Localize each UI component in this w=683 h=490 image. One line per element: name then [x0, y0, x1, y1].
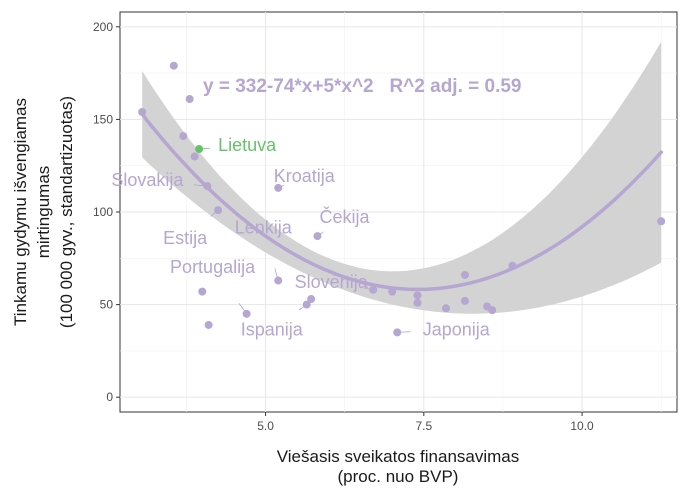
data-point	[413, 291, 422, 300]
fit-equation: y = 332-74*x+5*x^2 R^2 adj. = 0.59	[203, 76, 522, 97]
data-point	[388, 287, 397, 296]
label-leader-line	[238, 303, 247, 315]
y-tick-label: 100	[93, 205, 113, 219]
x-axis-title-line-2: (proc. nuo BVP)	[338, 467, 459, 486]
label-leader-line	[199, 147, 210, 150]
data-point	[460, 270, 469, 279]
data-point	[488, 306, 497, 315]
label-leader-line	[298, 304, 307, 311]
y-tick-label: 0	[106, 390, 113, 404]
point-label: Estija	[163, 228, 208, 248]
point-label: Japonija	[423, 319, 491, 339]
confidence-band	[142, 41, 662, 314]
y-tick-label: 200	[93, 20, 113, 34]
point-label: Lenkija	[235, 218, 293, 238]
x-tick-label: 10.0	[570, 419, 594, 433]
x-axis-ticks: 5.0 7.5 10.0	[257, 412, 594, 433]
point-label: Portugalija	[170, 257, 256, 277]
y-axis-title-line-3: (100 000 gyv., standartizuotas)	[57, 96, 76, 328]
data-point	[307, 295, 316, 304]
x-axis-title-line-1: Viešasis sveikatos finansavimas	[277, 447, 520, 466]
label-leader-line	[274, 268, 279, 281]
data-point	[169, 61, 178, 70]
label-leader-line	[210, 209, 219, 217]
point-label: Čekija	[319, 206, 370, 227]
fit-line	[140, 112, 663, 292]
point-label: Ispanija	[241, 320, 304, 340]
x-tick-label: 5.0	[257, 419, 274, 433]
y-tick-label: 50	[100, 298, 114, 312]
label-leader-line	[397, 331, 411, 333]
fit-curve	[140, 112, 663, 292]
point-labels: Lietuva Slovakija Estija Portugalija Kroatij…	[111, 135, 490, 340]
data-point	[657, 217, 666, 226]
y-tick-label: 150	[93, 112, 113, 126]
point-label: Slovėnija	[295, 272, 369, 292]
x-tick-label: 7.5	[415, 419, 432, 433]
data-point	[190, 152, 199, 161]
point-label: Kroatija	[274, 166, 336, 186]
label-leader-line	[278, 184, 285, 189]
data-point	[460, 296, 469, 305]
data-point	[441, 304, 450, 313]
data-point	[204, 320, 213, 329]
y-axis-title-line-1: Tinkamu gydymu išvengiamas	[11, 98, 30, 326]
y-axis-ticks: 0 50 100 150 200	[93, 20, 120, 404]
label-leader-line	[193, 184, 208, 187]
data-point	[413, 298, 422, 307]
data-point	[198, 287, 207, 296]
data-point	[185, 95, 194, 104]
confidence-band-area	[142, 41, 662, 314]
label-leader-line	[363, 287, 374, 291]
y-axis-title-line-2: mirtingumas	[34, 166, 53, 259]
data-point	[508, 261, 517, 270]
data-point	[179, 132, 188, 141]
point-label: Slovakija	[111, 170, 184, 190]
point-label: Lietuva	[218, 135, 277, 155]
data-point	[138, 108, 147, 116]
label-leader-line	[317, 231, 324, 237]
